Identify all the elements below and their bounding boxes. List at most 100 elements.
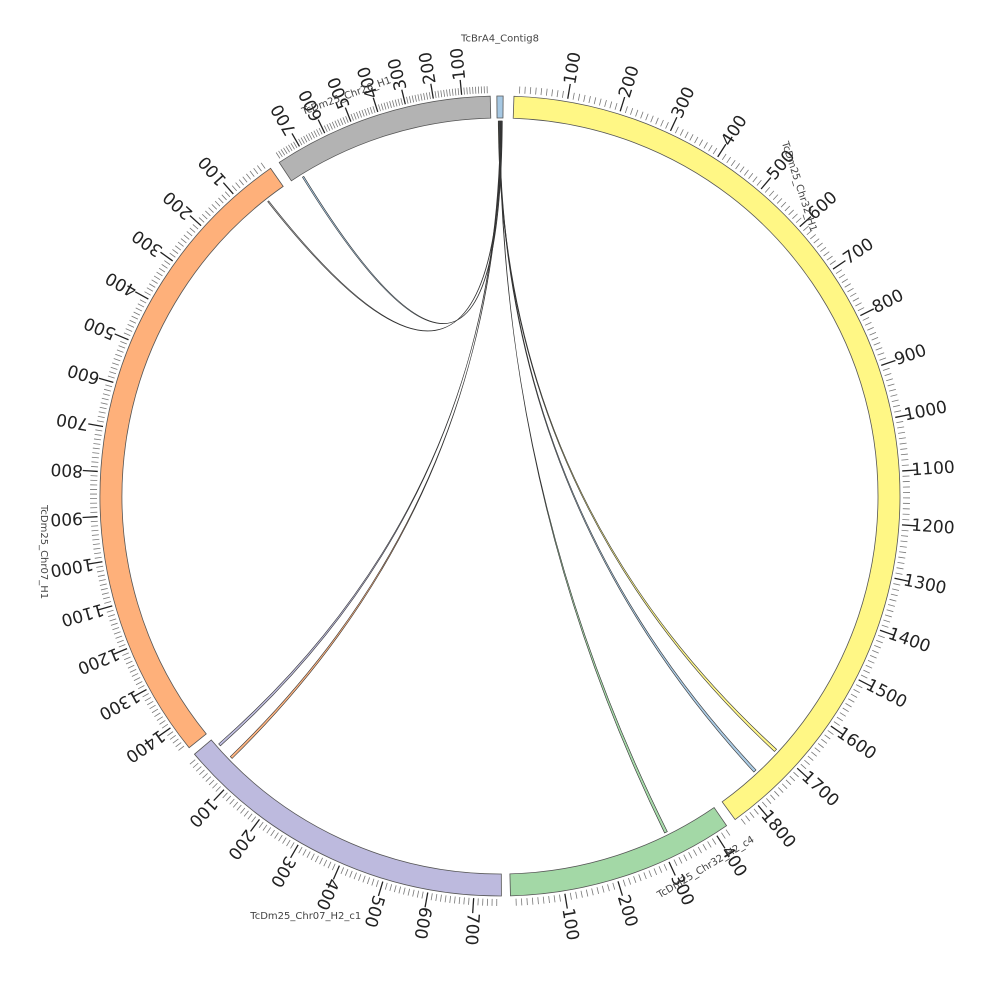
minor-tick [147,700,154,706]
minor-tick [792,213,798,219]
minor-tick [833,721,840,726]
minor-tick [890,593,898,597]
minor-tick [164,260,171,265]
minor-tick [821,738,828,744]
minor-tick [105,384,113,388]
minor-tick [829,260,836,265]
minor-tick [156,271,163,277]
minor-tick [283,147,288,154]
minor-tick [730,159,736,167]
tick-label: 1800 [756,806,799,852]
minor-tick [411,95,415,103]
minor-tick [466,87,468,95]
minor-tick [120,340,127,345]
minor-tick [725,829,731,836]
minor-tick [817,743,824,749]
minor-tick [784,205,791,212]
minor-tick [109,371,117,375]
minor-tick [872,650,879,654]
tick-label: 1000 [49,553,95,580]
minor-tick [781,783,788,789]
minor-tick [890,394,898,397]
minor-tick [406,96,409,104]
minor-tick [421,891,424,899]
major-tick [160,251,174,262]
tick-label: 400 [311,875,342,913]
minor-tick [707,841,712,848]
minor-tick [275,152,281,159]
minor-tick [253,168,259,175]
minor-tick [721,153,727,161]
minor-tick [748,173,754,180]
minor-tick [774,790,780,797]
minor-tick [156,716,164,721]
minor-tick [125,660,133,665]
minor-tick [91,466,99,468]
minor-tick [218,197,224,204]
minor-tick [678,856,683,864]
minor-tick [375,880,379,888]
minor-tick [260,162,266,169]
minor-tick [358,110,362,118]
minor-tick [577,93,581,101]
minor-tick [873,342,881,346]
minor-tick [353,872,357,880]
minor-tick [97,574,105,577]
major-tick [317,119,326,134]
minor-tick [559,894,561,902]
minor-tick [123,332,131,336]
minor-tick [192,224,199,230]
minor-tick [137,303,145,308]
minor-tick [350,113,354,121]
tick-label: 400 [717,112,751,150]
minor-tick [545,88,548,96]
minor-tick [93,438,101,441]
minor-tick [871,337,879,341]
minor-tick [92,543,100,546]
minor-tick [319,857,323,865]
minor-tick [816,242,823,248]
minor-tick [900,448,908,450]
tick-label: 200 [159,187,196,224]
minor-tick [650,115,654,123]
minor-tick [94,552,102,555]
minor-tick [398,886,402,894]
minor-tick [205,210,211,217]
minor-tick [400,98,403,106]
minor-tick [366,877,370,885]
minor-tick [198,217,205,223]
minor-tick [337,119,341,127]
minor-tick [95,429,103,432]
minor-tick [221,194,227,201]
major-tick [902,469,918,472]
minor-tick [803,225,809,231]
major-tick [830,725,844,736]
minor-tick [383,102,387,110]
minor-tick [694,136,699,144]
minor-tick [133,677,141,682]
minor-tick [826,255,833,261]
minor-tick [599,98,602,106]
minor-tick [703,142,708,149]
minor-tick [412,889,415,897]
minor-tick [458,896,461,904]
link-tcdm25-chr32-h2-c4-2 [499,120,668,834]
minor-tick [127,664,135,669]
minor-tick [300,137,305,144]
minor-tick [852,297,860,302]
minor-tick [850,693,858,698]
minor-tick [137,685,145,690]
minor-tick [899,545,907,548]
minor-tick [457,88,460,96]
minor-tick [778,787,784,793]
major-tick [832,260,846,270]
minor-tick [889,598,897,602]
minor-tick [101,592,109,595]
minor-tick [99,406,107,410]
minor-tick [878,634,885,639]
minor-tick [864,321,872,326]
minor-tick [580,890,583,898]
minor-tick [97,415,105,418]
minor-tick [895,572,903,575]
minor-tick [440,894,442,902]
